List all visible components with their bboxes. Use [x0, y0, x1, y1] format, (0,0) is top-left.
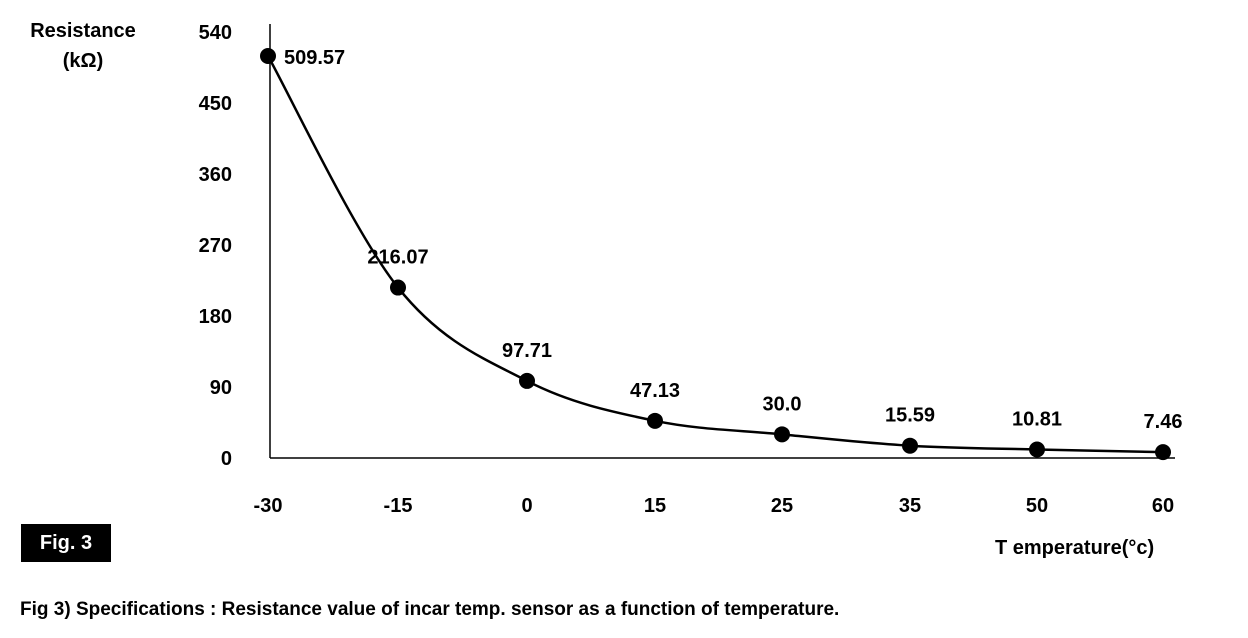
- x-tick-label: 15: [644, 495, 666, 517]
- y-tick-label: 540: [199, 22, 232, 44]
- x-tick-label: 35: [899, 495, 921, 517]
- figure-caption: Fig 3) Specifications : Resistance value…: [20, 599, 840, 620]
- y-tick-label: 0: [221, 448, 232, 470]
- x-axis-ticks: -30 -15 0 15 25 35 50 60: [254, 495, 1175, 517]
- data-label: 30.0: [763, 393, 802, 415]
- data-label: 509.57: [284, 47, 345, 69]
- x-tick-label: -30: [254, 495, 283, 517]
- data-label: 97.71: [502, 340, 552, 362]
- resistance-curve: [266, 55, 1164, 454]
- y-axis-label-title: Resistance: [30, 20, 136, 42]
- data-point: [390, 279, 406, 296]
- x-tick-label: 50: [1026, 495, 1048, 517]
- y-tick-label: 90: [210, 377, 232, 399]
- data-label: 7.46: [1144, 411, 1183, 433]
- data-label: 216.07: [367, 247, 428, 269]
- y-tick-label: 450: [199, 93, 232, 115]
- data-point: [1155, 444, 1171, 461]
- data-label: 10.81: [1012, 408, 1062, 430]
- data-point: [647, 412, 663, 429]
- y-tick-label: 270: [199, 235, 232, 257]
- x-tick-label: 25: [771, 495, 793, 517]
- data-points: [260, 48, 1171, 461]
- data-point: [519, 372, 535, 389]
- data-point: [1029, 441, 1045, 458]
- data-point: [774, 426, 790, 443]
- y-tick-label: 360: [199, 164, 232, 186]
- x-axis-label: T emperature(°c): [995, 537, 1155, 559]
- x-tick-label: -15: [384, 495, 413, 517]
- data-label: 15.59: [885, 405, 935, 427]
- data-point: [902, 437, 918, 454]
- y-tick-label: 180: [199, 306, 232, 328]
- y-axis-label: Resistance (kΩ): [18, 16, 148, 76]
- data-label: 47.13: [630, 380, 680, 402]
- data-labels: 509.57 216.07 97.71 47.13 30.0 15.59 10.81 7.46: [284, 47, 1182, 433]
- x-tick-label: 0: [521, 495, 532, 517]
- figure-badge: Fig. 3: [21, 524, 111, 562]
- y-axis-label-unit: (kΩ): [62, 50, 104, 72]
- x-tick-label: 60: [1152, 495, 1174, 517]
- y-axis-ticks: 540 450 360 270 180 90 0: [199, 22, 232, 470]
- data-point: [260, 48, 276, 65]
